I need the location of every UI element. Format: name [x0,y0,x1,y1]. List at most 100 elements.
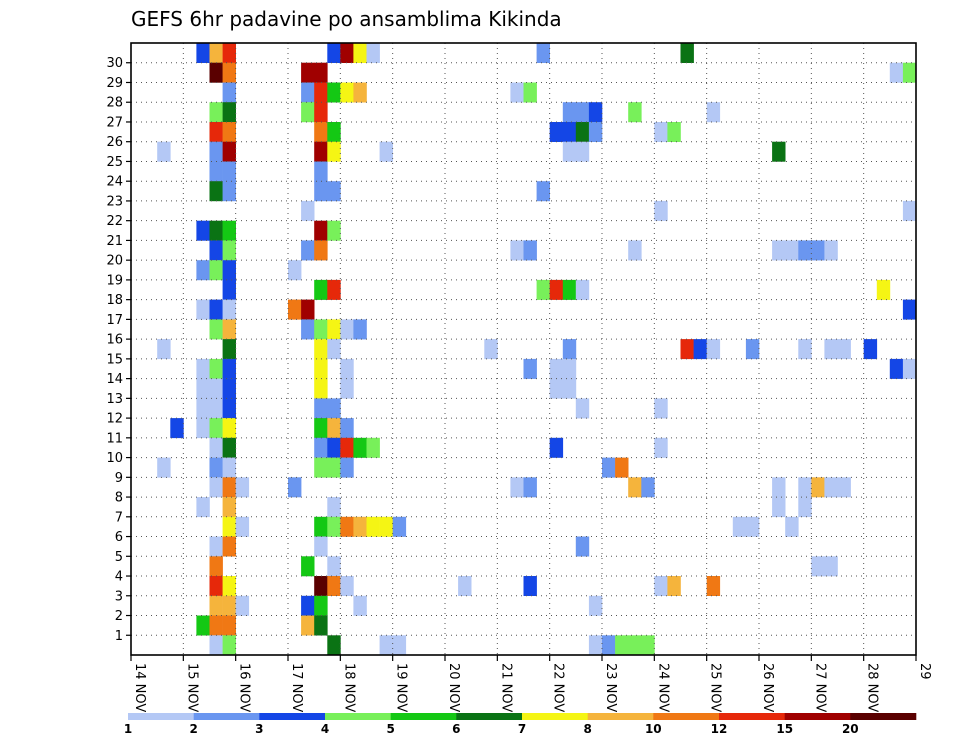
precip-cell [654,200,668,221]
legend-swatch [784,713,851,720]
precip-cell [340,358,354,379]
precip-cell [549,378,564,399]
y-tick-label: 28 [106,96,123,111]
precip-cell [314,319,328,340]
precip-cell [209,260,223,281]
precip-cell [222,161,236,182]
y-tick-label: 6 [115,530,123,545]
x-tick-label: 15 NOV [184,663,199,712]
precip-cell [706,576,721,596]
y-tick-label: 22 [106,214,123,229]
precip-cell [902,62,917,83]
precip-cell [562,102,577,123]
precip-cell [340,576,354,596]
precip-cell [615,635,629,656]
precip-cell [314,279,328,300]
precip-cell [706,339,721,360]
legend-swatch [719,713,785,720]
precip-cell [902,200,917,221]
x-axis-ticks: 14 NOV 15 NOV 16 NOV 17 NOV 18 NOV 19 NOV 20 N… [130,655,932,712]
precip-cell [379,635,393,656]
legend-swatch [193,713,260,720]
precip-cell [314,240,328,261]
y-tick-label: 16 [106,333,123,348]
y-tick-label: 21 [106,234,123,249]
x-tick-label: 26 NOV [760,663,775,712]
precip-cell [196,299,210,320]
precip-cell [327,418,341,439]
y-tick-label: 30 [106,56,123,71]
y-tick-label: 7 [115,510,123,525]
precip-cell [327,497,341,518]
precip-cell [902,299,917,320]
precip-cell [222,141,236,162]
y-tick-label: 5 [115,550,123,565]
x-tick-label: 14 NOV [132,663,147,712]
precip-cell [209,418,223,439]
precip-cell [222,398,236,419]
precip-cell [562,358,577,379]
precip-cell [222,477,236,498]
precip-cell [196,497,210,518]
legend-swatch [587,713,654,720]
precip-cell [811,556,825,577]
y-tick-label: 1 [115,629,123,644]
y-tick-label: 24 [106,175,123,190]
precip-cell [549,437,564,458]
precip-cell [366,43,380,63]
precip-cell [327,556,341,577]
precip-cell [222,82,236,103]
precip-cell [301,240,315,261]
precip-cell [314,457,328,478]
precip-cell [301,62,315,83]
precip-cell [536,279,550,300]
precip-cell [301,595,315,616]
precip-cell [196,260,210,281]
precip-cell [667,122,681,142]
precip-cell [196,378,210,399]
precip-cell [575,398,590,419]
precip-cell [340,43,354,63]
precip-cell [628,102,642,123]
precip-cell [562,279,577,300]
precip-cell [641,635,655,656]
precip-cell [196,358,210,379]
precip-cell [837,339,851,360]
precip-cell [340,437,354,458]
precip-cell [680,339,694,360]
precip-cell [641,477,655,498]
precip-cell [602,635,616,656]
precip-cell [327,319,341,340]
x-tick-label: 19 NOV [394,663,409,712]
y-tick-label: 26 [106,135,123,150]
precip-cell [209,576,223,596]
precip-cell [314,122,328,142]
precip-cell [353,82,367,103]
x-tick-label: 18 NOV [341,663,356,712]
precip-cell [654,398,668,419]
precip-cell [314,615,328,636]
precip-cell [209,595,223,616]
precip-cell [314,398,328,419]
precip-cell [837,477,851,498]
y-tick-label: 25 [106,155,123,170]
legend-label: 5 [387,722,395,736]
legend-label: 12 [711,722,728,736]
precip-cell [301,556,315,577]
precip-cell [209,635,223,656]
precip-cell [588,635,603,656]
precip-cell [732,516,747,537]
precip-cell [222,576,236,596]
precip-cell [772,497,786,518]
precip-cell [301,82,315,103]
precip-cell [824,240,838,261]
precip-cell [772,141,786,162]
precip-cell [222,220,236,241]
precip-cell [235,516,250,537]
precip-cell [157,339,171,360]
precip-cell [327,437,341,458]
precip-cell [798,497,812,518]
precip-cell [680,43,694,63]
precip-cell [222,497,236,518]
